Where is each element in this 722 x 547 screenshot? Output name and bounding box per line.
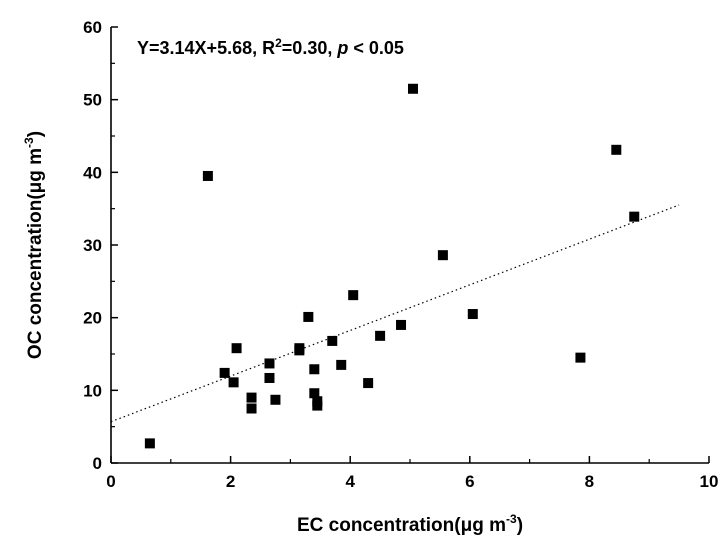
data-point [407,83,418,94]
data-point [327,335,338,346]
y-ticks [111,26,118,464]
data-point [467,309,478,320]
data-point [270,394,281,405]
trendline [110,204,680,423]
x-tick-label: 8 [585,472,594,491]
regression-equation: Y=3.14X+5.68, R2=0.30, p < 0.05 [137,36,404,58]
data-point [629,211,640,222]
data-point [246,392,257,403]
data-point [231,343,242,354]
data-point [437,250,448,261]
data-point [246,403,257,414]
data-point [309,388,320,399]
data-point [363,378,374,389]
data-point [336,359,347,370]
x-tick-label: 10 [700,472,719,491]
x-ticks [110,456,710,463]
y-tick-label: 50 [83,91,102,110]
y-axis-label: OC concentration(μg m-3) [22,131,46,359]
y-tick-label: 10 [83,381,102,400]
data-point [303,311,314,322]
x-tick-label: 6 [465,472,474,491]
data-point [264,358,275,369]
x-axis-label: EC concentration(μg m-3) [297,512,523,536]
data-point [309,364,320,375]
data-point [312,400,323,411]
y-tick-label: 20 [83,309,102,328]
data-point [264,372,275,383]
x-tick-label: 4 [345,472,355,491]
data-point [228,377,239,388]
y-tick-label: 60 [83,18,102,37]
y-tick-labels: 0 10 20 30 40 50 60 [83,18,102,473]
x-tick-labels: 0 2 4 6 8 10 [106,472,718,491]
data-points [144,83,640,449]
data-point [144,438,155,449]
y-tick-label: 0 [93,454,102,473]
data-point [219,367,230,378]
y-tick-label: 40 [83,163,102,182]
data-point [396,319,407,330]
x-tick-label: 0 [106,472,115,491]
data-point [348,290,359,301]
data-point [294,345,305,356]
x-tick-label: 2 [226,472,235,491]
data-point [375,330,386,341]
data-point [575,352,586,363]
data-point [611,144,622,155]
data-point [202,170,213,181]
y-tick-label: 30 [83,236,102,255]
